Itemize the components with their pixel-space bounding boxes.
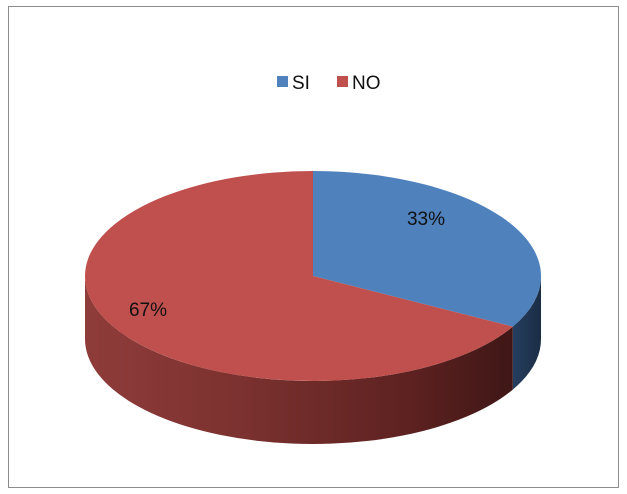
legend-swatch-no xyxy=(337,76,348,87)
legend-label-no: NO xyxy=(352,73,381,94)
pie-side-si xyxy=(512,276,541,390)
pie-side-no xyxy=(85,276,513,444)
data-label-no: 67% xyxy=(129,300,167,321)
pie-slice-no xyxy=(84,170,513,381)
pie-chart: SI NO 33% 67% xyxy=(84,73,541,444)
legend-swatch-si xyxy=(277,76,288,87)
legend: SI NO xyxy=(277,73,381,94)
chart-frame: SI NO 33% 67% xyxy=(8,6,619,488)
pie-tops xyxy=(84,170,541,381)
legend-label-si: SI xyxy=(292,73,310,94)
pie-sides xyxy=(85,276,541,444)
data-label-si: 33% xyxy=(407,209,445,230)
pie-slice-si xyxy=(313,171,541,327)
